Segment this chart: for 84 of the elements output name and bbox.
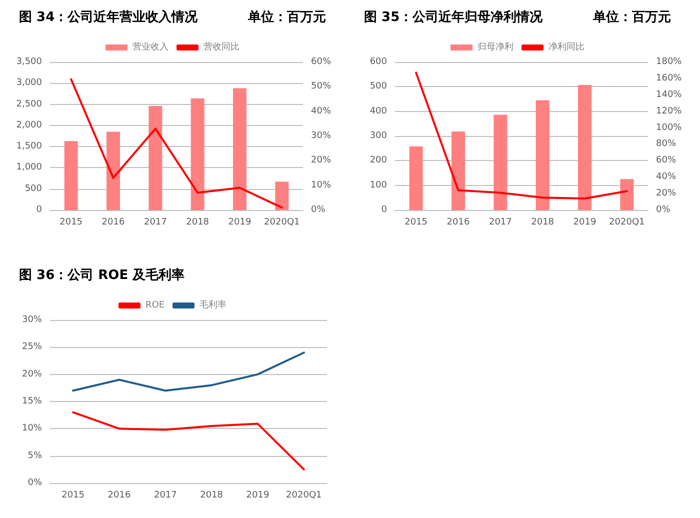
- y2-tick-label: 100%: [656, 122, 682, 133]
- bar: [578, 84, 592, 210]
- x-tick-label: 2015: [404, 218, 428, 228]
- y-tick-label: 15%: [22, 396, 42, 406]
- chart-subtitle: 单位：百万元: [247, 9, 326, 25]
- bar: [190, 98, 204, 210]
- y2-tick-label: 0%: [656, 205, 671, 215]
- x-tick-label: 2020Q1: [286, 490, 322, 500]
- bar: [494, 114, 508, 210]
- x-tick-label: 2018: [531, 218, 554, 228]
- y-tick-label: 3,000: [16, 78, 42, 88]
- legend-label: ROE: [145, 300, 165, 310]
- bar: [233, 88, 246, 210]
- x-tick-label: 2017: [144, 218, 167, 228]
- x-tick-label: 2016: [102, 218, 125, 228]
- y-tick-label: 0%: [28, 478, 42, 488]
- chart-subtitle: 单位：百万元: [592, 9, 671, 25]
- legend-label: 净利同比: [548, 42, 584, 52]
- x-tick-label: 2018: [186, 218, 210, 228]
- line-series: [72, 411, 305, 470]
- bar: [452, 132, 465, 210]
- line-series: [415, 72, 628, 200]
- bar: [536, 100, 550, 210]
- chart-title: 图 35：公司近年归母净利情况: [364, 9, 544, 25]
- y-tick-label: 400: [370, 106, 388, 116]
- line-series: [72, 352, 305, 392]
- legend-label: 营收同比: [204, 42, 240, 52]
- y-tick-label: 600: [370, 57, 388, 67]
- x-tick-label: 2016: [446, 218, 470, 228]
- x-tick-label: 2015: [62, 490, 85, 500]
- y-tick-label: 2,000: [16, 120, 42, 130]
- y-tick-label: 1,000: [16, 162, 42, 173]
- y-tick-label: 30%: [22, 315, 42, 325]
- x-tick-label: 2015: [60, 218, 83, 228]
- y-tick-label: 500: [24, 184, 42, 194]
- x-tick-label: 2020Q1: [609, 218, 645, 228]
- x-tick-label: 2017: [154, 490, 177, 500]
- y-tick-label: 0: [36, 205, 42, 215]
- bar: [409, 146, 423, 210]
- y-tick-label: 10%: [22, 424, 42, 434]
- y-tick-label: 3,500: [16, 57, 42, 67]
- x-tick-label: 2019: [246, 490, 270, 500]
- legend-label: 毛利率: [200, 300, 227, 310]
- y2-tick-label: 50%: [311, 82, 332, 92]
- y-tick-label: 300: [370, 131, 388, 141]
- y-tick-label: 25%: [22, 342, 42, 352]
- y2-tick-label: 180%: [656, 57, 682, 67]
- y2-tick-label: 80%: [656, 139, 676, 150]
- x-tick-label: 2016: [108, 490, 131, 500]
- y-tick-label: 100: [370, 180, 388, 190]
- y2-tick-label: 20%: [311, 156, 332, 166]
- y2-tick-label: 10%: [311, 180, 332, 190]
- y-tick-label: 20%: [22, 369, 42, 380]
- bar: [148, 106, 162, 210]
- y-tick-label: 500: [370, 82, 388, 92]
- bar: [64, 141, 78, 210]
- x-tick-label: 2019: [228, 218, 252, 228]
- y2-tick-label: 40%: [656, 172, 676, 182]
- y2-tick-label: 0%: [311, 205, 326, 215]
- y-tick-label: 0: [381, 205, 388, 215]
- legend-label: 归母净利: [478, 42, 514, 52]
- legend-label: 营业收入: [132, 42, 168, 52]
- y2-tick-label: 40%: [311, 106, 332, 116]
- y2-tick-label: 160%: [656, 73, 682, 84]
- chart-title: 图 36：公司 ROE 及毛利率: [19, 267, 185, 283]
- y-tick-label: 200: [370, 156, 388, 166]
- x-tick-label: 2018: [200, 490, 224, 500]
- bar: [275, 182, 289, 210]
- x-tick-label: 2019: [573, 218, 596, 228]
- y2-tick-label: 140%: [656, 90, 682, 100]
- chart-title: 图 34：公司近年营业收入情况: [19, 9, 199, 25]
- bar: [106, 132, 120, 210]
- y2-tick-label: 30%: [311, 131, 332, 141]
- y2-tick-label: 60%: [311, 57, 332, 67]
- x-tick-label: 2020Q1: [264, 218, 300, 228]
- y2-tick-label: 20%: [656, 188, 676, 199]
- y-tick-label: 1,500: [16, 142, 42, 152]
- y-tick-label: 2,500: [16, 99, 42, 110]
- y2-tick-label: 60%: [656, 156, 676, 166]
- bar: [620, 179, 634, 210]
- y2-tick-label: 120%: [656, 106, 682, 116]
- x-tick-label: 2017: [488, 218, 512, 228]
- line-series: [70, 78, 283, 209]
- y-tick-label: 5%: [28, 450, 42, 461]
